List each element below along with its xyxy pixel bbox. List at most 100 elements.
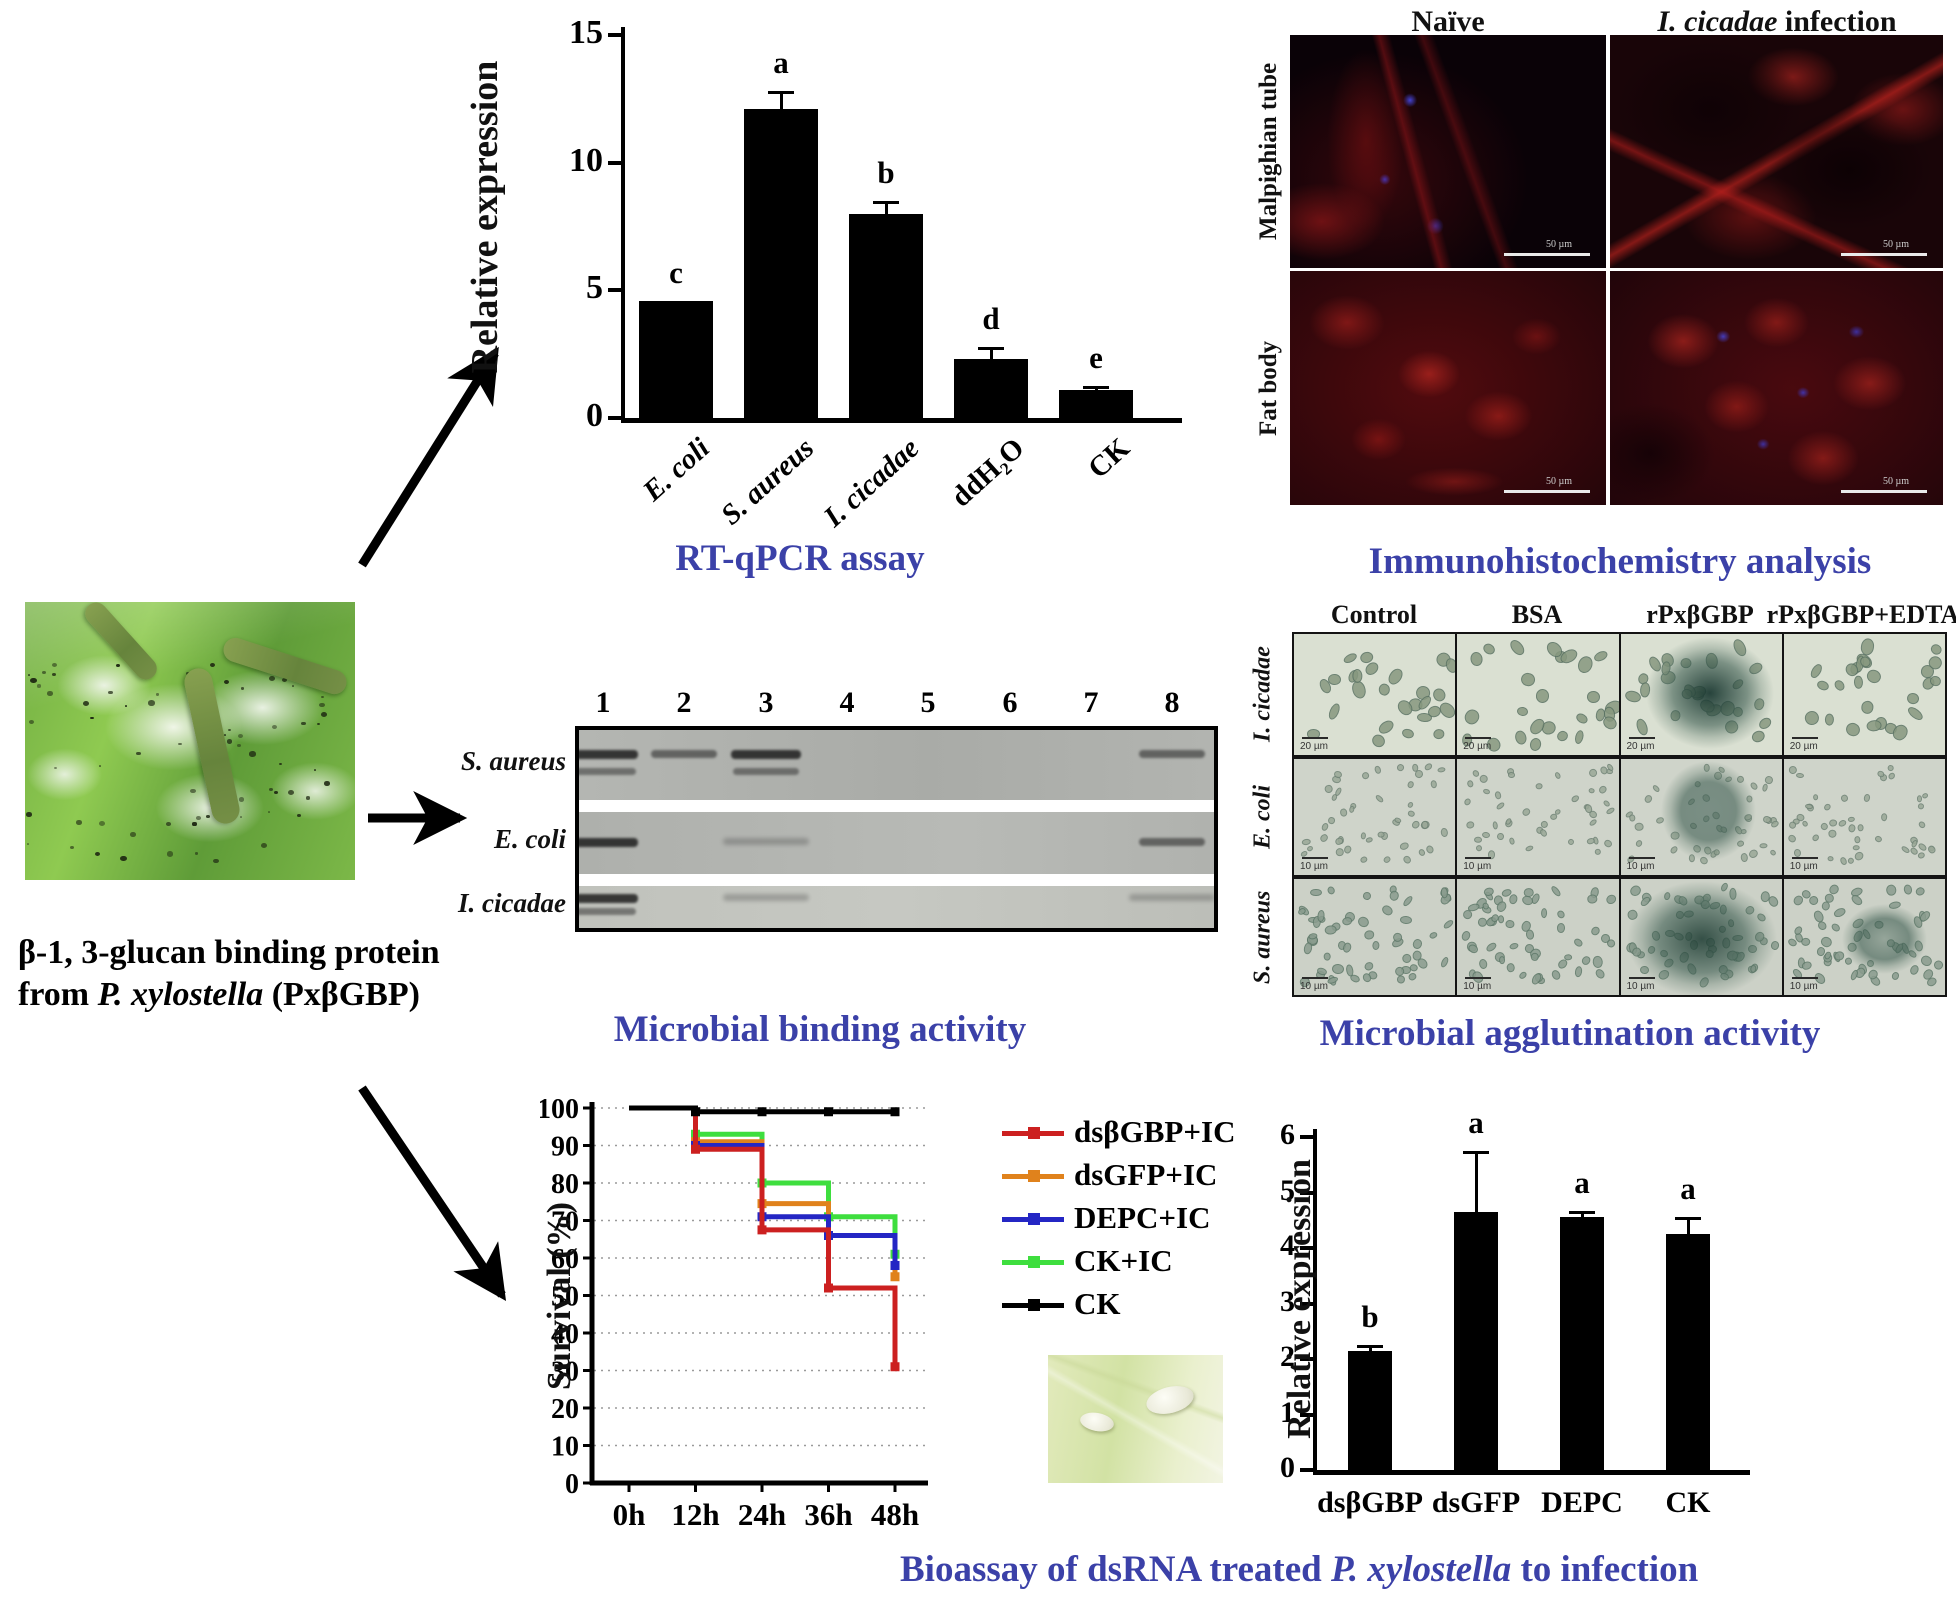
ihc-col-header-suffix: infection <box>1777 5 1897 38</box>
x-tick-label: 0h <box>613 1497 646 1532</box>
rtqpcr-y-axis-title: Relative expression <box>464 60 506 374</box>
agglutination-caption: Microbial agglutination activity <box>1319 1013 1821 1054</box>
legend-label: dsβGBP+IC <box>1074 1114 1236 1149</box>
legend-marker <box>1028 1127 1040 1139</box>
ihc-row-label-fatbody: Fat body <box>1255 340 1282 436</box>
ihc-row-label-malpighian: Malpighian tube <box>1255 62 1282 241</box>
y-tick-label: 60 <box>551 1244 579 1275</box>
legend-marker <box>1028 1213 1040 1225</box>
error-cap <box>1463 1150 1489 1154</box>
y-tick-label: 4 <box>1280 1229 1295 1263</box>
frass-dot <box>224 679 230 684</box>
frass-dot <box>313 769 316 771</box>
frass-dot <box>305 796 310 800</box>
y-tick <box>1300 1135 1313 1139</box>
x-category-label: E. coli <box>636 432 716 508</box>
y-tick-label: 30 <box>551 1357 579 1388</box>
marker-CK <box>691 1107 700 1117</box>
ihc-caption: Immunohistochemistry analysis <box>1368 541 1872 582</box>
intro-label-line1: β-1, 3-glucan binding protein <box>18 934 440 971</box>
frass-dot <box>76 820 83 825</box>
gel-row-label-ecoli: E. coli <box>494 824 566 854</box>
frass-dot <box>51 672 56 677</box>
error-cap <box>1357 1345 1383 1349</box>
scale-bar-label: 50 µm <box>1882 239 1909 250</box>
frass-dot <box>238 734 244 739</box>
bioassay-caption-species: P. xylostella <box>1331 1549 1512 1590</box>
error-bar <box>1474 1150 1478 1212</box>
frass-dot <box>238 797 245 802</box>
x-category-label: ddH₂O <box>945 432 1031 514</box>
frass-dot <box>94 851 100 856</box>
frass-dot <box>156 693 160 696</box>
legend-label: DEPC+IC <box>1074 1200 1211 1235</box>
error-bar <box>1686 1217 1690 1235</box>
legend-label: CK+IC <box>1074 1243 1173 1278</box>
x-tick-label: 48h <box>871 1497 919 1532</box>
agg-row-label-icicadae: I. cicadae <box>1249 646 1276 743</box>
y-tick-label: 50 <box>551 1282 579 1313</box>
bar <box>744 109 818 418</box>
x-category-label: dsβGBP <box>1317 1486 1423 1519</box>
frass-dot <box>166 822 171 826</box>
frass-dot <box>42 670 47 674</box>
frass-dot <box>130 832 137 837</box>
marker-CK <box>757 1107 767 1117</box>
rnai-y-axis-title: Relative expression <box>1281 1159 1318 1439</box>
binding-caption: Microbial binding activity <box>613 1009 1027 1050</box>
frass-dot <box>30 677 37 683</box>
sig-letter: a <box>1680 1171 1696 1207</box>
scale-bar-label: 50 µm <box>1545 476 1572 487</box>
frass-dot <box>239 815 243 818</box>
x-tick-label: 36h <box>804 1497 852 1532</box>
error-cap <box>978 346 1004 350</box>
scale-bar <box>1504 490 1590 493</box>
ihc-image-fatbody-naive: 50 µm <box>1290 271 1606 505</box>
y-tick-label: 80 <box>551 1169 579 1200</box>
sig-letter: a <box>1468 1104 1484 1140</box>
frass-dot <box>274 790 279 795</box>
y-tick-label: 2 <box>1280 1340 1295 1374</box>
frass-dot <box>52 663 58 667</box>
rtqpcr-chart: 0 5 10 15 c E. coli a S. aureus b I. cicadae d ddH₂… <box>440 10 1200 540</box>
larva <box>80 602 162 685</box>
legend-label: dsGFP+IC <box>1074 1157 1218 1192</box>
larva <box>181 665 243 827</box>
x-tick-label: 24h <box>738 1497 786 1532</box>
y-tick-label: 0 <box>586 396 603 434</box>
scale-bar-label: 50 µm <box>1545 239 1572 250</box>
larva-blob <box>1078 1410 1116 1434</box>
frass-dot <box>166 851 174 857</box>
y-axis <box>1313 1129 1317 1472</box>
frass-dot <box>267 810 271 813</box>
ihc-col-header-naive: Naïve <box>1298 5 1598 39</box>
bar <box>1560 1217 1604 1470</box>
gel-row-label-icicadae: I. cicadae <box>458 888 566 918</box>
x-category-label: CK <box>1081 432 1136 485</box>
bar <box>1454 1211 1498 1470</box>
frass-dot <box>227 729 231 732</box>
frass-dot <box>282 678 288 683</box>
x-category-label: S. aureus <box>715 432 821 532</box>
frass-dot <box>192 822 197 826</box>
treated-leaf-photo <box>1048 1355 1223 1483</box>
legend-item: CK+IC <box>1002 1243 1252 1283</box>
frass-dot <box>196 816 202 820</box>
sig-letter: c <box>669 254 683 290</box>
legend-item: CK <box>1002 1286 1252 1326</box>
agg-row-label-ecoli: E. coli <box>1249 785 1276 849</box>
y-tick-label: 100 <box>540 1094 579 1125</box>
frass-dot <box>83 700 90 706</box>
survival-plot: 0 10 20 30 40 50 60 70 80 90 100 0h 12h 24h 36h 48h <box>540 1094 928 1532</box>
bioassay-caption-prefix: Bioassay of dsRNA treated <box>900 1549 1331 1590</box>
frass-dot <box>190 788 196 794</box>
error-bar <box>1580 1210 1584 1218</box>
ihc-col-header-species: I. cicadae <box>1657 5 1778 38</box>
y-tick <box>608 288 621 293</box>
bar <box>954 359 1028 418</box>
marker-CK <box>890 1107 900 1117</box>
y-tick-label: 10 <box>551 1432 579 1463</box>
rnai-expression-chart: 0 1 2 3 4 5 6 b dsβGBP a dsGFP a DEPC a CK <box>1245 1090 1790 1550</box>
frass-dot <box>324 781 330 786</box>
error-bar <box>884 200 888 214</box>
